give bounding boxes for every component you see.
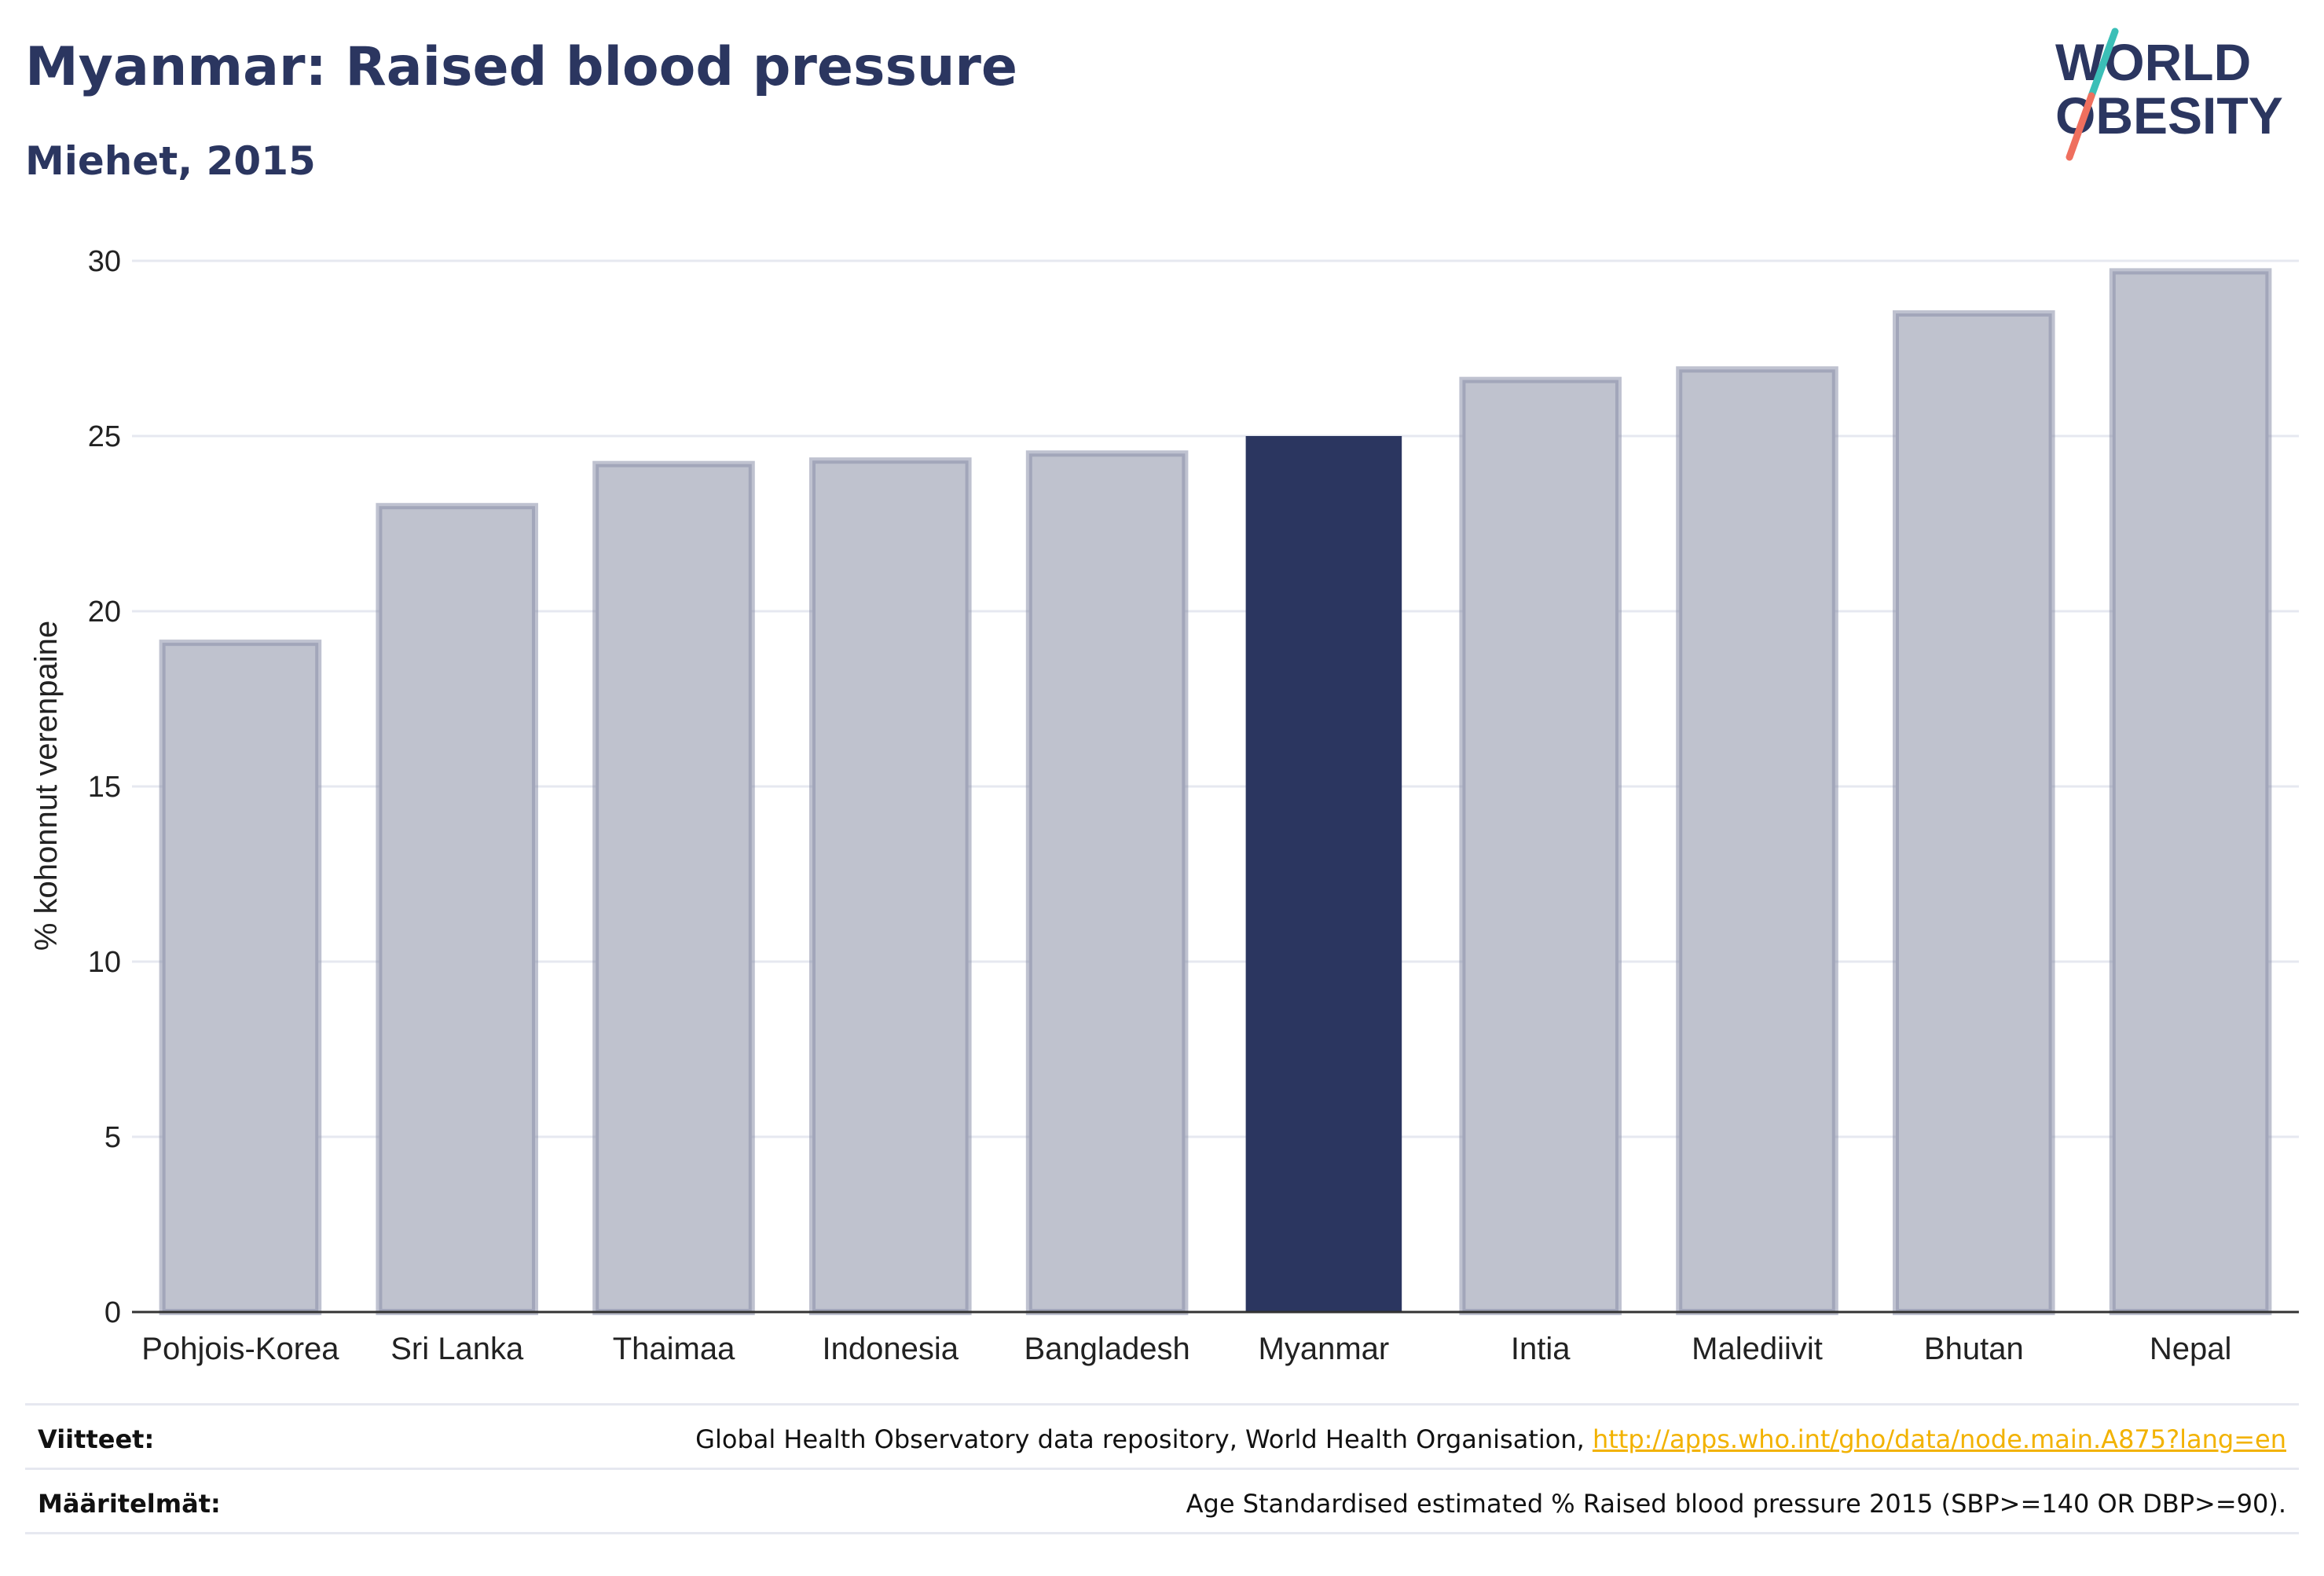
logo-text-world: WORLD xyxy=(2055,33,2251,91)
x-tick-label: Myanmar xyxy=(1259,1332,1390,1366)
references-label: Viitteet: xyxy=(38,1424,155,1454)
x-tick-label: Bangladesh xyxy=(1024,1332,1189,1366)
references-row: Viitteet: Global Health Observatory data… xyxy=(25,1403,2299,1468)
footer-divider xyxy=(25,1532,2299,1534)
bar xyxy=(1893,310,2055,1315)
y-tick-label: 10 xyxy=(88,946,121,979)
bar xyxy=(159,640,322,1315)
bar xyxy=(1459,376,1622,1315)
x-tick-label: Pohjois-Korea xyxy=(141,1332,339,1366)
y-tick-label: 20 xyxy=(88,596,121,629)
definitions-value: Age Standardised estimated % Raised bloo… xyxy=(1186,1489,2286,1519)
y-tick-label: 0 xyxy=(104,1296,121,1329)
bars xyxy=(159,268,2272,1316)
bar xyxy=(1676,366,1838,1315)
x-tick-label: Malediivit xyxy=(1692,1332,1823,1366)
bar xyxy=(592,460,755,1315)
chart-subtitle: Miehet, 2015 xyxy=(25,138,316,184)
bar xyxy=(376,503,538,1316)
x-tick-label: Sri Lanka xyxy=(390,1332,524,1366)
bar-chart: 0 5 10 15 20 25 30 Pohjois-Korea Sri Lanka Thaima… xyxy=(29,245,2299,1366)
logo-slash-bottom xyxy=(2066,92,2095,161)
x-tick-label: Bhutan xyxy=(1924,1332,2024,1366)
x-tick-label: Thaimaa xyxy=(613,1332,735,1366)
references-link[interactable]: http://apps.who.int/gho/data/node.main.A… xyxy=(1592,1424,2286,1454)
x-tick-label: Indonesia xyxy=(823,1332,959,1366)
references-value: Global Health Observatory data repositor… xyxy=(695,1424,2286,1454)
y-axis-label: % kohonnut verenpaine xyxy=(29,621,64,951)
definitions-row: Määritelmät: Age Standardised estimated … xyxy=(25,1468,2299,1533)
y-tick-label: 15 xyxy=(88,771,121,804)
bar xyxy=(809,457,972,1315)
x-tick-label: Nepal xyxy=(2150,1332,2232,1366)
x-tick-label: Intia xyxy=(1511,1332,1571,1366)
bar xyxy=(1025,450,1189,1315)
world-obesity-logo: WORLD OBESITY xyxy=(2055,27,2283,161)
chart-title: Myanmar: Raised blood pressure xyxy=(25,36,1018,98)
axes: 0 5 10 15 20 25 30 Pohjois-Korea Sri Lanka Thaima… xyxy=(88,245,2299,1366)
y-tick-label: 5 xyxy=(104,1121,121,1154)
definitions-label: Määritelmät: xyxy=(38,1489,221,1519)
y-tick-label: 30 xyxy=(88,245,121,278)
bar xyxy=(2109,268,2272,1315)
bar-highlighted xyxy=(1245,436,1402,1312)
y-tick-label: 25 xyxy=(88,420,121,453)
logo-slash-top xyxy=(2088,27,2119,100)
references-text: Global Health Observatory data repositor… xyxy=(695,1424,1593,1454)
